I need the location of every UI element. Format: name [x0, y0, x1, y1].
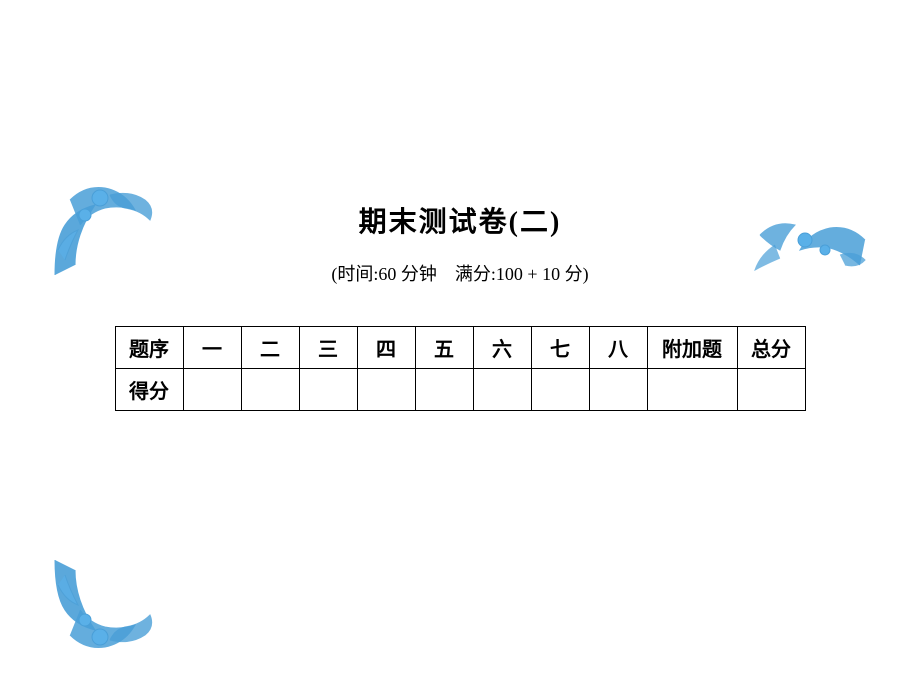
score-label-cell: 得分 [115, 369, 183, 411]
time-label: (时间: [331, 264, 378, 284]
table-header-row: 题序 一 二 三 四 五 六 七 八 附加题 总分 [115, 327, 805, 369]
score-cell [415, 369, 473, 411]
page-title: 期末测试卷(二) [359, 200, 562, 240]
column-header: 一 [183, 327, 241, 369]
document-content: 期末测试卷(二) (时间:60 分钟 满分:100 + 10 分) 题序 一 二… [0, 200, 920, 411]
score-table: 题序 一 二 三 四 五 六 七 八 附加题 总分 得分 [115, 326, 806, 411]
score-cell [589, 369, 647, 411]
score-cell-total [737, 369, 805, 411]
score-cell [357, 369, 415, 411]
column-header: 二 [241, 327, 299, 369]
column-header: 七 [531, 327, 589, 369]
table-score-row: 得分 [115, 369, 805, 411]
score-label: 满分: [455, 264, 496, 284]
score-cell [299, 369, 357, 411]
score-cell [531, 369, 589, 411]
score-value: 100 + 10 分) [496, 264, 589, 284]
column-header-extra: 附加题 [647, 327, 737, 369]
score-cell [241, 369, 299, 411]
ornament-bottom-left [50, 555, 170, 655]
column-header: 三 [299, 327, 357, 369]
time-value: 60 分钟 [378, 264, 437, 284]
score-cell [183, 369, 241, 411]
column-header: 六 [473, 327, 531, 369]
header-label-cell: 题序 [115, 327, 183, 369]
page-subtitle: (时间:60 分钟 满分:100 + 10 分) [331, 260, 588, 286]
column-header: 五 [415, 327, 473, 369]
score-cell [473, 369, 531, 411]
column-header: 八 [589, 327, 647, 369]
score-cell-extra [647, 369, 737, 411]
column-header-total: 总分 [737, 327, 805, 369]
column-header: 四 [357, 327, 415, 369]
